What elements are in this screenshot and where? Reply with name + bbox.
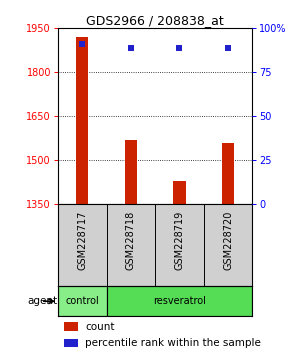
Point — [177, 45, 182, 51]
Bar — [58, 286, 106, 316]
Text: count: count — [85, 322, 115, 332]
Text: GSM228717: GSM228717 — [77, 211, 87, 270]
Bar — [125, 139, 137, 204]
Point — [128, 45, 133, 51]
Text: GSM228718: GSM228718 — [126, 211, 136, 270]
Text: GSM228720: GSM228720 — [223, 211, 233, 270]
Title: GDS2966 / 208838_at: GDS2966 / 208838_at — [86, 14, 224, 27]
Text: agent: agent — [28, 296, 58, 306]
Bar — [173, 181, 186, 204]
Bar — [222, 143, 234, 204]
Text: percentile rank within the sample: percentile rank within the sample — [85, 338, 261, 348]
Text: GSM228719: GSM228719 — [175, 211, 184, 270]
Point — [226, 45, 230, 51]
Bar — [64, 322, 78, 331]
Bar — [106, 286, 252, 316]
Bar — [76, 37, 88, 204]
Bar — [64, 338, 78, 347]
Text: resveratrol: resveratrol — [153, 296, 206, 306]
Text: control: control — [66, 296, 99, 306]
Point — [80, 41, 85, 47]
